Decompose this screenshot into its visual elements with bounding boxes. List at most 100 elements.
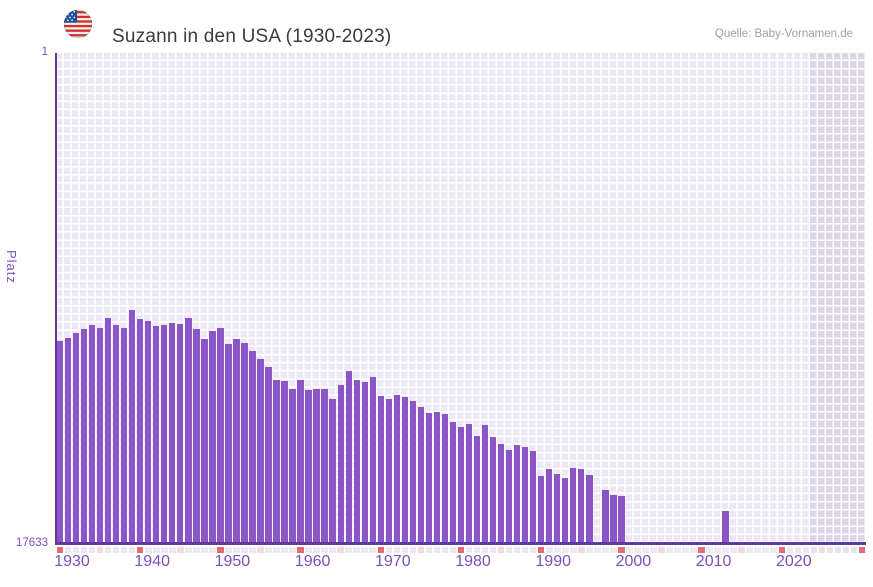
- rank-bar[interactable]: [433, 411, 441, 542]
- rank-bar[interactable]: [393, 394, 401, 542]
- rank-bar[interactable]: [578, 469, 585, 542]
- rank-bar[interactable]: [369, 377, 376, 542]
- rank-bar[interactable]: [80, 328, 88, 542]
- rank-bar[interactable]: [201, 338, 208, 542]
- rank-bar[interactable]: [538, 475, 545, 542]
- rank-bar[interactable]: [465, 423, 473, 542]
- rank-bar[interactable]: [128, 310, 136, 542]
- rank-bar[interactable]: [529, 450, 537, 542]
- rank-bar[interactable]: [554, 474, 561, 542]
- rank-bar[interactable]: [193, 329, 200, 542]
- x-tick-mark: [257, 547, 264, 554]
- rank-bar[interactable]: [425, 412, 433, 542]
- rank-bar[interactable]: [185, 318, 192, 542]
- rank-bar[interactable]: [265, 367, 272, 542]
- rank-bar[interactable]: [345, 371, 352, 542]
- x-tick-mark: [682, 547, 689, 554]
- rank-bar[interactable]: [513, 444, 521, 542]
- x-axis-line: [55, 542, 866, 545]
- x-tick-mark: [674, 547, 681, 554]
- rank-bar[interactable]: [361, 382, 368, 542]
- x-tick-mark: [730, 547, 737, 554]
- rank-bar[interactable]: [313, 389, 320, 542]
- rank-bar[interactable]: [377, 395, 384, 542]
- x-tick-mark: [88, 547, 96, 554]
- rank-bar[interactable]: [257, 359, 264, 542]
- x-axis-labels: 1930 1940 1950 1960 1970 1980 1990 2000 2010 2020: [0, 553, 873, 573]
- x-tick-mark: [409, 547, 417, 554]
- rank-bar[interactable]: [481, 425, 489, 542]
- x-tick-mark: [321, 547, 328, 554]
- rank-bar[interactable]: [586, 475, 593, 542]
- rank-bar[interactable]: [473, 435, 481, 542]
- rank-bar[interactable]: [562, 478, 569, 542]
- x-tick-mark: [209, 547, 216, 554]
- rank-bar[interactable]: [241, 343, 248, 542]
- rank-bar[interactable]: [329, 398, 336, 542]
- rank-bar[interactable]: [570, 468, 577, 542]
- rank-bar[interactable]: [417, 406, 425, 542]
- rank-bar[interactable]: [546, 469, 553, 542]
- rank-bar[interactable]: [441, 413, 449, 542]
- x-tick-mark: [265, 547, 272, 554]
- x-tick-mark: [738, 547, 745, 554]
- x-tick-mark: [642, 547, 649, 554]
- rank-bar[interactable]: [145, 320, 152, 542]
- rank-bar[interactable]: [161, 324, 168, 542]
- rank-bar[interactable]: [249, 350, 256, 542]
- rank-bar[interactable]: [337, 385, 344, 542]
- rank-bar[interactable]: [112, 324, 120, 542]
- y-axis-line: [55, 53, 57, 545]
- rank-bar[interactable]: [457, 426, 465, 542]
- rank-bar[interactable]: [177, 323, 184, 542]
- rank-bar[interactable]: [297, 379, 304, 542]
- rank-bar[interactable]: [610, 494, 617, 542]
- rank-bar[interactable]: [401, 397, 409, 542]
- rank-bar[interactable]: [409, 401, 417, 542]
- rank-bar[interactable]: [449, 422, 457, 542]
- rank-bar[interactable]: [489, 437, 497, 542]
- x-tick-mark: [281, 547, 288, 554]
- rank-bar[interactable]: [233, 338, 240, 542]
- x-tick-mark: [177, 547, 184, 554]
- rank-bar[interactable]: [88, 324, 96, 542]
- y-tick-top: 1: [41, 46, 48, 58]
- rank-bar[interactable]: [602, 489, 609, 542]
- x-tick-mark: [249, 547, 256, 554]
- rank-bar[interactable]: [305, 389, 312, 542]
- x-tick-mark: [441, 547, 449, 554]
- rank-bar[interactable]: [497, 443, 505, 542]
- rank-bar[interactable]: [56, 340, 64, 542]
- rank-bar[interactable]: [385, 398, 392, 542]
- rank-bar[interactable]: [72, 333, 80, 542]
- x-tick-mark: [297, 547, 304, 554]
- rank-bar[interactable]: [169, 322, 176, 542]
- rank-bar[interactable]: [225, 344, 232, 542]
- rank-bar[interactable]: [137, 319, 144, 542]
- x-tick-mark: [345, 547, 352, 554]
- x-tick-mark: [160, 547, 168, 554]
- x-tick-strip: [56, 547, 866, 554]
- rank-bar[interactable]: [217, 328, 224, 542]
- x-tick-mark: [578, 547, 585, 554]
- x-tick-mark: [417, 547, 425, 554]
- rank-bar[interactable]: [104, 317, 112, 542]
- rank-bar[interactable]: [521, 447, 529, 542]
- rank-bar[interactable]: [618, 495, 625, 542]
- rank-bar[interactable]: [353, 379, 360, 542]
- x-tick-mark: [553, 547, 561, 554]
- rank-bar[interactable]: [281, 380, 288, 542]
- rank-bar[interactable]: [273, 379, 280, 542]
- rank-bar[interactable]: [153, 325, 160, 542]
- rank-bar[interactable]: [120, 328, 128, 542]
- rank-bar[interactable]: [96, 327, 104, 542]
- rank-bar[interactable]: [289, 389, 296, 542]
- rank-bar[interactable]: [722, 511, 729, 542]
- x-tick-mark: [72, 547, 80, 554]
- rank-bar[interactable]: [505, 450, 513, 542]
- rank-bar[interactable]: [209, 331, 216, 542]
- rank-bar[interactable]: [321, 389, 328, 542]
- rank-bar[interactable]: [64, 337, 72, 542]
- x-tick-mark: [425, 547, 433, 554]
- x-tick-mark: [842, 547, 850, 554]
